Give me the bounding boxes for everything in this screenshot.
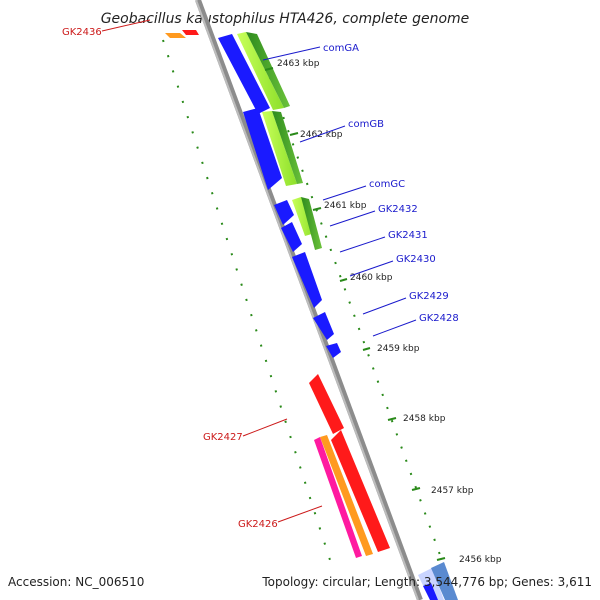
label-GK2436[interactable]: GK2436 [62,27,102,38]
gene-arrow-comGA[interactable] [218,34,270,114]
forward-genes [218,34,341,358]
tick-2462: 2462 kbp [300,130,343,140]
genome-summary-text: Topology: circular; Length: 3,544,776 bp… [261,575,592,589]
forward-gene-labels: comGA comGB comGC GK2432 GK2431 GK2430 G… [262,43,459,337]
gene-arrow-GK2432[interactable] [281,222,302,252]
gene-arrow-GK2431[interactable] [292,252,322,308]
kbp-ticks: 2463 kbp 2462 kbp 2461 kbp 2460 kbp 2459… [264,59,502,565]
label-GK2428[interactable]: GK2428 [419,313,459,324]
reverse-gene-labels: GK2436 GK2427 GK2426 [62,19,323,530]
label-comGB[interactable]: comGB [348,119,384,130]
tick-2459: 2459 kbp [377,344,420,354]
cds-dark-comGB [272,111,303,184]
cds-light-comGB [262,111,297,186]
genome-backbone [195,0,423,600]
reverse-genes [309,374,390,558]
gene-arrow-GK2427[interactable] [309,374,344,434]
feature-steelblue [431,562,458,600]
inner-dotted-ring [162,39,331,561]
feature-blue-partial [423,583,438,600]
label-GK2427[interactable]: GK2427 [203,432,243,443]
label-comGA[interactable]: comGA [323,43,359,54]
orange-stub [165,33,186,38]
gene-arrow-comGB[interactable] [243,108,282,190]
gene-arrow-comGC[interactable] [274,200,294,225]
cds-light-comGA [237,32,284,110]
gene-arrow-GK2430[interactable] [313,312,334,340]
tick-2456: 2456 kbp [459,555,502,565]
cds-orange-GK2426 [320,435,373,556]
tick-2463: 2463 kbp [277,59,320,69]
label-GK2431[interactable]: GK2431 [388,230,428,241]
cds-magenta-GK2426 [314,437,362,558]
gene-arrow-GK2426[interactable] [331,430,390,552]
cds-green-tracks [237,32,322,250]
tick-2460: 2460 kbp [350,273,393,283]
label-GK2432[interactable]: GK2432 [378,204,418,215]
accession-text: Accession: NC_006510 [8,575,144,589]
tick-2461: 2461 kbp [324,201,367,211]
label-comGC[interactable]: comGC [369,179,405,190]
cds-dark-GK2432 [301,197,322,250]
tick-2458: 2458 kbp [403,414,446,424]
gene-arrow-GK2429[interactable] [326,343,341,358]
genome-backbone-highlight [195,0,419,600]
label-GK2426[interactable]: GK2426 [238,519,278,530]
label-GK2429[interactable]: GK2429 [409,291,449,302]
label-GK2430[interactable]: GK2430 [396,254,436,265]
tick-2457: 2457 kbp [431,486,474,496]
map-title: Geobacillus kaustophilus HTA426, complet… [101,11,470,27]
red-stub [182,30,199,35]
